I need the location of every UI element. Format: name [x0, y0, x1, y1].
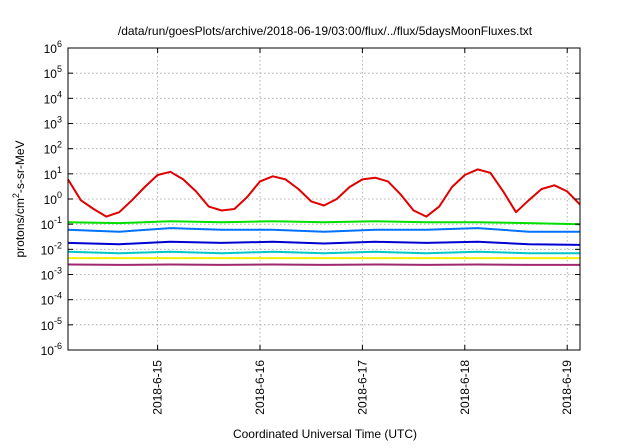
x-axis-label: Coordinated Universal Time (UTC): [233, 427, 417, 441]
series-layer: [67, 168, 581, 266]
y-axis-ticks: 10-6 10-5 10-4 10-3 10-2 10-1 100 101 102 103 104 1…: [41, 39, 580, 358]
y-tick-label: 10-4: [41, 291, 62, 308]
grid-lines: [68, 48, 580, 350]
x-tick-label: 2018-6-17: [355, 360, 369, 415]
y-tick-label: 10-1: [41, 215, 62, 232]
x-axis-ticks: 2018-6-15 2018-6-16 2018-6-17 2018-6-18 2018…: [151, 48, 574, 415]
y-tick-label: 100: [44, 190, 62, 207]
x-tick-label: 2018-6-19: [560, 360, 574, 415]
y-tick-label: 10-3: [41, 266, 62, 283]
y-tick-label: 106: [44, 39, 62, 56]
series-line-3: [67, 240, 581, 246]
y-axis-label: protons/cm2-s-sr-MeV: [11, 140, 27, 257]
y-tick-label: 10-2: [41, 240, 62, 257]
x-tick-label: 2018-6-16: [253, 360, 267, 415]
y-tick-label: 105: [44, 64, 62, 81]
chart-title: /data/run/goesPlots/archive/2018-06-19/0…: [118, 24, 533, 38]
series-line-1: [67, 220, 581, 226]
y-tick-label: 103: [44, 115, 62, 132]
y-tick-label: 10-6: [41, 341, 62, 358]
series-line-2: [67, 227, 580, 233]
x-tick-label: 2018-6-15: [151, 360, 165, 415]
y-tick-label: 10-5: [41, 316, 62, 333]
y-tick-label: 104: [44, 89, 62, 106]
x-tick-label: 2018-6-18: [458, 360, 472, 415]
y-tick-label: 102: [44, 140, 62, 157]
y-tick-label: 101: [44, 165, 62, 182]
series-line-4: [67, 250, 580, 255]
series-line-0: [67, 168, 581, 218]
